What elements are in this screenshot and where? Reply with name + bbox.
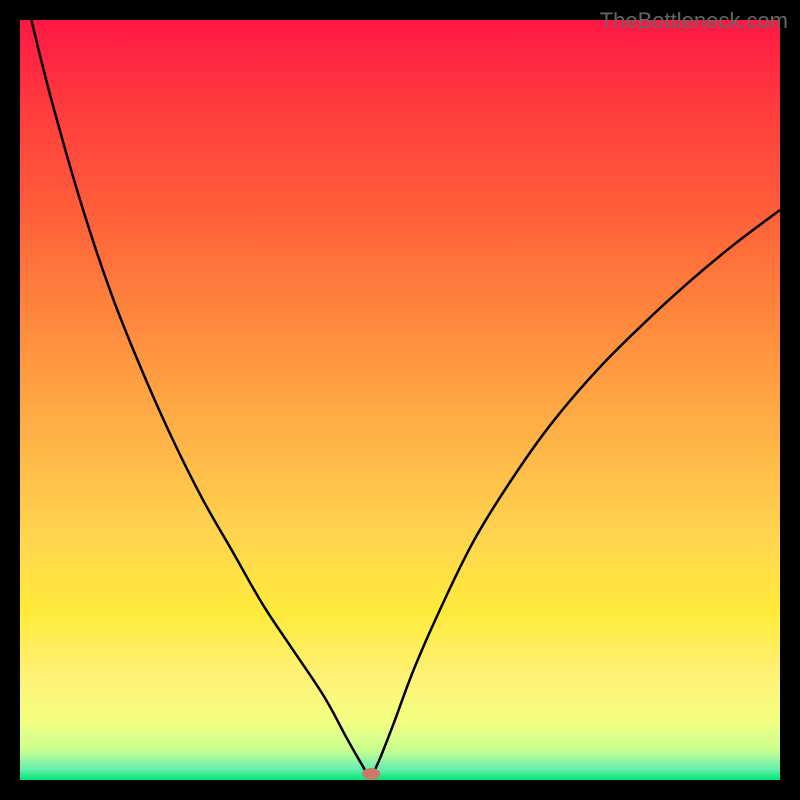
bottleneck-chart — [0, 0, 800, 800]
chart-container: TheBottleneck.com — [0, 0, 800, 800]
chart-background — [20, 20, 780, 780]
watermark-text: TheBottleneck.com — [600, 8, 788, 34]
optimal-point-marker — [362, 768, 380, 780]
